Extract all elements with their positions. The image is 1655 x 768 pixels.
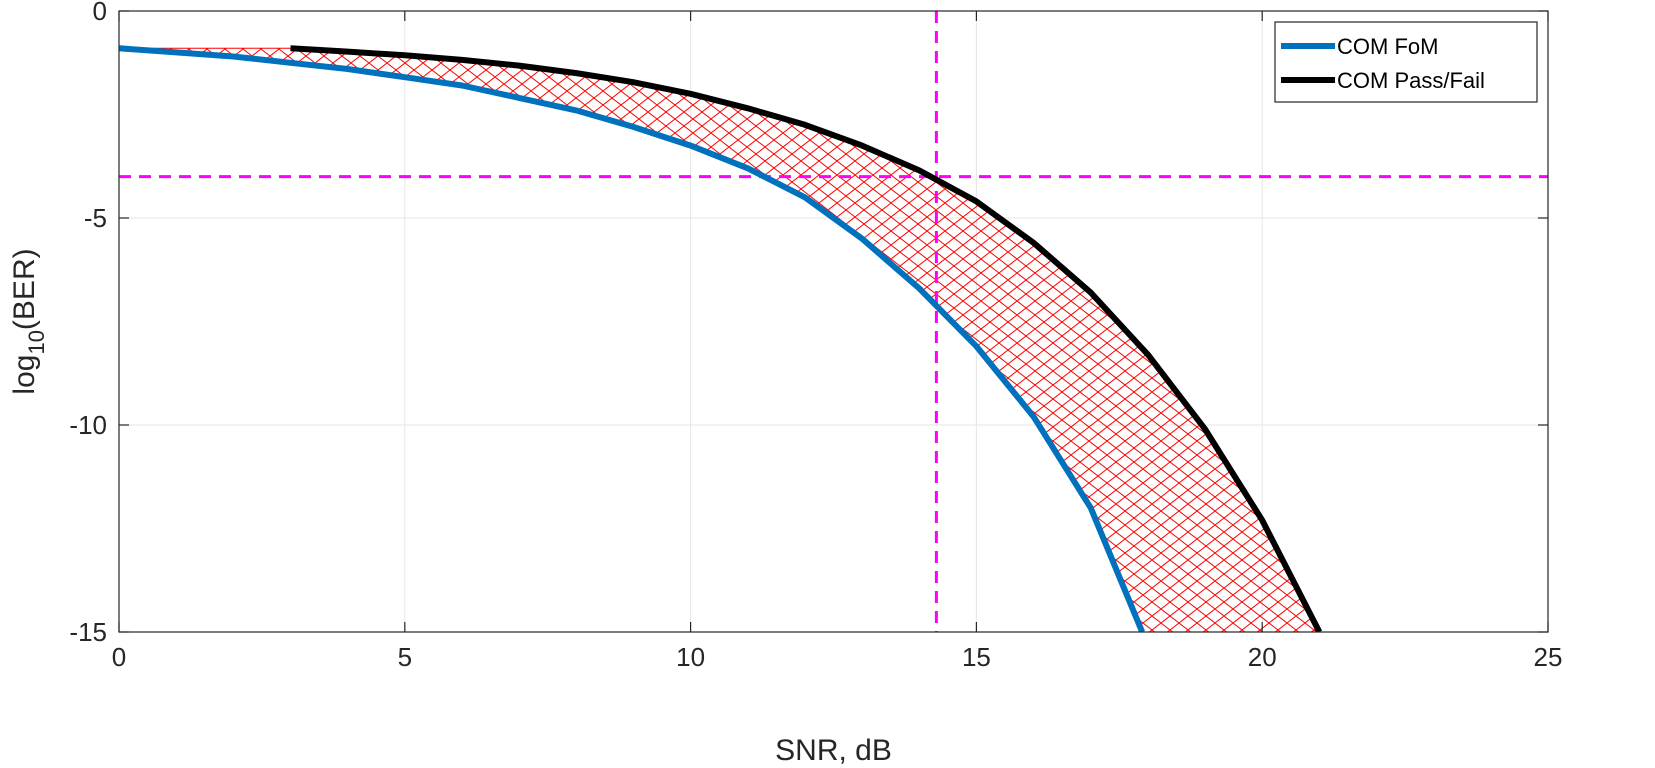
shaded-area <box>119 47 1320 632</box>
grid <box>118 10 1549 633</box>
y-axis-label-subscript: 10 <box>24 330 49 354</box>
tick-marks <box>118 10 1549 633</box>
shaded-region <box>119 47 1320 632</box>
y-axis-label: log10(BER) <box>8 248 49 394</box>
y-tick-label: -10 <box>69 410 107 440</box>
legend-label: COM Pass/Fail <box>1337 68 1485 93</box>
axes-box <box>118 10 1549 633</box>
y-tick-label: 0 <box>93 0 107 26</box>
x-tick-label: 15 <box>962 642 991 672</box>
reference-lines <box>119 11 1548 632</box>
y-tick-labels: 0 -5 -10 -15 <box>69 0 107 647</box>
x-tick-label: 5 <box>398 642 412 672</box>
x-tick-label: 0 <box>112 642 126 672</box>
x-tick-label: 20 <box>1248 642 1277 672</box>
x-tick-labels: 0 5 10 15 20 25 <box>112 642 1563 672</box>
y-tick-label: -15 <box>69 617 107 647</box>
y-axis-label-prefix: log <box>8 355 41 395</box>
series-line-2 <box>290 45 1323 632</box>
x-tick-label: 10 <box>676 642 705 672</box>
x-axis-label: SNR, dB <box>775 734 892 767</box>
x-tick-label: 25 <box>1534 642 1563 672</box>
legend-label: COM FoM <box>1337 34 1438 59</box>
y-tick-label: -5 <box>84 203 107 233</box>
y-axis-label-suffix: (BER) <box>8 248 41 330</box>
legend: COM FoM COM Pass/Fail <box>1274 21 1538 103</box>
series-line-1 <box>119 45 1145 632</box>
legend-box <box>1274 21 1538 103</box>
series-lines <box>119 45 1323 632</box>
